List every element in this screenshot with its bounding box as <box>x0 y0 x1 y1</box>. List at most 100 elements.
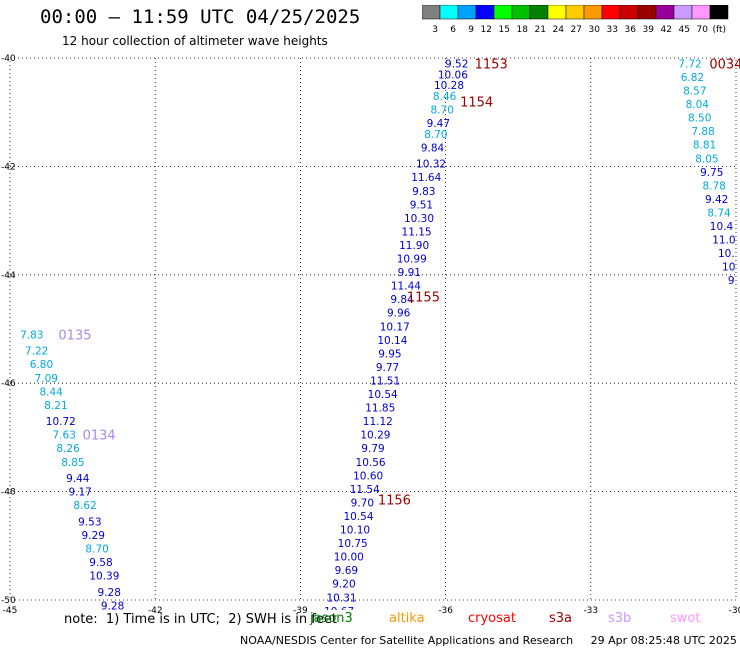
plot-frame <box>9 57 737 601</box>
wave-height-value: 8.23 <box>110 628 133 640</box>
wave-height-value: 9.17 <box>68 487 91 499</box>
time-marker-label: 1156 <box>378 494 411 509</box>
wave-height-value: 7.09 <box>35 373 58 385</box>
wave-height-value: 10.39 <box>89 571 119 583</box>
wave-height-value: 6.80 <box>30 359 53 371</box>
x-tick-label: -45 <box>3 606 18 616</box>
colorbar-label: (ft) <box>712 25 726 35</box>
wave-height-value: 7.63 <box>53 430 76 442</box>
wave-height-value: 10. <box>718 248 735 260</box>
satellite-label-altika: altika <box>389 611 425 626</box>
wave-height-value: 8.46 <box>433 91 457 103</box>
wave-height-value: 9.51 <box>410 199 433 211</box>
satellite-label-swot: swot <box>670 611 701 626</box>
time-marker-label: 1154 <box>460 95 493 110</box>
wave-height-value: 11.44 <box>391 281 421 293</box>
colorbar-label: 12 <box>481 25 492 35</box>
wave-height-value: 9.42 <box>705 194 728 206</box>
wave-height-value: 9.79 <box>361 443 384 455</box>
data-points: 9.5210.0610.288.468.709.478.709.8410.321… <box>20 57 740 640</box>
wave-height-value: 8.44 <box>39 386 63 398</box>
wave-height-value: 10.4 <box>710 221 734 233</box>
wave-height-value: 8.05 <box>695 153 718 165</box>
satellite-label-s3a: s3a <box>549 611 573 626</box>
time-marker-label: 0134 <box>83 429 116 444</box>
wave-height-value: 9 <box>728 275 735 287</box>
wave-height-value: 10 <box>722 262 735 274</box>
wave-height-value: 10.28 <box>434 80 464 92</box>
wave-height-value: 7.83 <box>20 329 43 341</box>
wave-height-value: 8.57 <box>683 86 706 98</box>
wave-height-value: 8.70 <box>85 544 108 556</box>
page-title: 00:00 – 11:59 UTC 04/25/2025 <box>40 6 361 28</box>
wave-height-value: 9.53 <box>78 516 101 528</box>
wave-height-value: 8.70 <box>431 104 454 116</box>
wave-height-value: 9.44 <box>66 473 90 485</box>
wave-height-value: 9.28 <box>101 600 124 612</box>
wave-height-value: 11.0 <box>712 235 735 247</box>
wave-height-value: 9.20 <box>332 579 355 591</box>
wave-height-value: 9.83 <box>412 186 435 198</box>
colorbar-label: 24 <box>553 25 565 35</box>
wave-height-value: 8.81 <box>693 140 716 152</box>
time-marker-label: 0034 <box>709 57 740 72</box>
colorbar-label: 18 <box>517 25 529 35</box>
colorbar-label: 33 <box>607 25 618 35</box>
wave-height-value: 10.31 <box>327 592 357 604</box>
colorbar-label: 9 <box>468 25 474 35</box>
wave-height-value: 7.88 <box>691 126 714 138</box>
y-tick-label: -42 <box>1 162 16 172</box>
wave-height-value: 8.78 <box>703 180 726 192</box>
wave-height-value: 11.12 <box>363 416 393 428</box>
wave-height-value: 10.06 <box>438 69 468 81</box>
satellite-label-cryosat: cryosat <box>468 611 516 626</box>
wave-height-value: 8.85 <box>61 457 84 469</box>
x-tick-label: -36 <box>438 606 453 616</box>
colorbar-label: 27 <box>571 25 582 35</box>
wave-height-value: 11.64 <box>411 172 441 184</box>
y-tick-label: -48 <box>1 488 16 498</box>
colorbar-label: 6 <box>450 25 456 35</box>
wave-height-value: 11.90 <box>399 240 429 252</box>
colorbar-label: 36 <box>625 25 637 35</box>
wave-height-value: 11.15 <box>402 226 432 238</box>
wave-height-value: 8.04 <box>686 99 710 111</box>
wave-height-value: 9.77 <box>376 362 399 374</box>
wave-height-value: 9.96 <box>387 308 411 320</box>
y-tick-label: -40 <box>1 54 16 64</box>
y-tick-label: -44 <box>1 271 16 281</box>
wave-height-value: 9.84 <box>421 142 445 154</box>
wave-height-value: 7.22 <box>25 346 48 358</box>
colorbar-swatch <box>709 5 729 20</box>
satellite-label-jason3: jason3 <box>310 611 353 626</box>
wave-height-value: 10.32 <box>416 159 446 171</box>
wave-height-value: 10.29 <box>360 430 390 442</box>
colorbar-label: 15 <box>499 25 510 35</box>
time-marker-label: 1155 <box>407 290 440 305</box>
satellite-label-s3b: s3b <box>608 611 632 626</box>
time-marker-label: 0135 <box>58 328 91 343</box>
wave-height-value: 8.21 <box>44 400 67 412</box>
wave-height-value: 9.91 <box>398 267 421 279</box>
wave-height-value: 9.29 <box>82 530 105 542</box>
wave-height-value: 9.69 <box>335 565 358 577</box>
wave-height-value: 11.51 <box>370 375 400 387</box>
wave-height-value: 8.74 <box>707 207 731 219</box>
wave-height-value: 10.54 <box>343 511 373 523</box>
wave-height-value: 9.47 <box>427 118 450 130</box>
wave-height-value: 10.10 <box>340 525 370 537</box>
x-tick-label: -33 <box>583 606 598 616</box>
footnote: note: 1) Time is in UTC; 2) SWH is in fe… <box>64 612 337 627</box>
colorbar-label: 70 <box>697 25 709 35</box>
wave-height-value: 6.82 <box>681 72 704 84</box>
colorbar-label: 21 <box>535 25 546 35</box>
wave-height-value: 10.56 <box>356 457 386 469</box>
wave-height-value: 10.30 <box>404 213 434 225</box>
y-tick-label: -50 <box>1 596 16 606</box>
wave-height-value: 9.52 <box>445 58 468 70</box>
credit-line: NOAA/NESDIS Center for Satellite Applica… <box>240 634 737 647</box>
x-tick-label: -39 <box>293 606 308 616</box>
wave-height-value: 10.00 <box>334 552 364 564</box>
wave-height-value: 10.99 <box>397 254 427 266</box>
